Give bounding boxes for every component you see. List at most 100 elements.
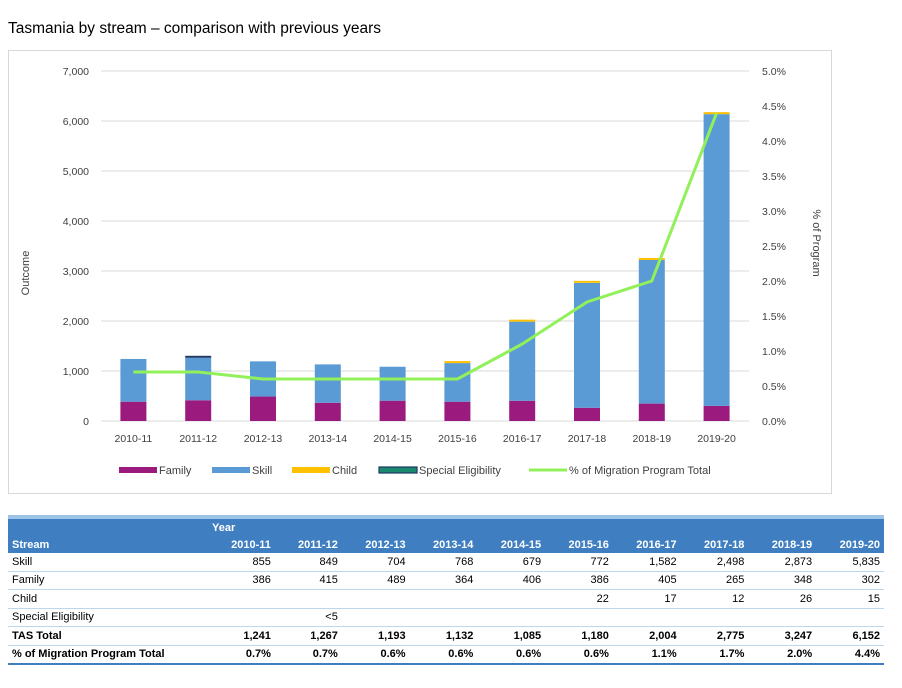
y-tick-label: 7,000 [63,66,89,78]
table-cell [341,608,410,627]
legend-label: % of Migration Program Total [569,465,711,477]
table-cell: 12 [680,589,749,609]
bar-segment [638,403,665,421]
bar-segment [120,401,147,421]
table-row: TAS Total 1,241 1,267 1,193 1,132 1,085 1,180 2… [8,626,884,646]
data-table-container: Year Stream 2010-11 2011-12 2012-13 2013-14… [8,515,884,665]
header-year-cell: 2012-13 [365,538,406,551]
bar-segment [314,402,341,421]
table-cell [477,589,546,609]
table-cell: 0.6% [409,645,478,665]
y-right-tick-label: 2.0% [762,276,786,288]
table-cell [208,589,275,609]
y-tick-label: 4,000 [63,216,89,228]
table-cell: 2.0% [748,645,817,665]
y-right-tick-label: 3.5% [762,171,786,183]
bar-segment [444,401,471,421]
percent-line-path [133,112,718,381]
y-tick-label: 2,000 [63,316,89,328]
table-cell: 849 [274,553,342,572]
table-row: % of Migration Program Total 0.7% 0.7% 0.6%… [8,645,884,665]
header-empty-cell [8,517,208,536]
table-cell: 386 [545,571,613,590]
table-cell: 15 [816,589,884,609]
legend-label: Child [332,465,357,477]
bar-segment [703,114,730,406]
table-cell: <5 [274,608,342,627]
table-cell: 302 [816,571,884,590]
header-year-label: Year [212,521,236,534]
table-cell [816,608,884,627]
table-cell [409,608,478,627]
x-tick-label: 2011-12 [179,433,217,445]
header-year-cell: 2011-12 [298,538,338,551]
y-tick-label: 6,000 [63,116,89,128]
table-cell: 679 [477,553,546,572]
table-row: Family 386 415 489 364 406 386 405 265 348 302 [8,571,884,590]
percent-line [133,112,718,381]
table-cell: 0.7% [274,645,342,665]
table-cell: 3,247 [748,626,817,646]
x-tick-label: 2010-11 [115,433,153,445]
legend: Family Skill Child Special Eligibility % of … [119,465,711,477]
table-cell: 5,835 [816,553,884,572]
y-right-tick-label: 3.0% [762,206,786,218]
legend-item: Child [292,465,357,477]
header-year-cell: 2014-15 [500,538,542,551]
row-label: % of Migration Program Total [8,645,208,665]
y-right-tick-label: 5.0% [762,66,786,78]
table-cell: 1.1% [612,645,681,665]
table-cell: 4.4% [816,645,884,665]
header-year-cell: 2013-14 [432,538,474,551]
table-cell: 489 [341,571,410,590]
table-cell [748,608,817,627]
bar-segment [509,321,536,401]
bars [120,112,730,421]
legend-label: Skill [252,465,272,477]
table-cell: 1,193 [341,626,410,646]
legend-swatch [119,467,157,473]
header-year-cell: 2016-17 [636,538,677,551]
legend-item: Family [119,465,192,477]
table-cell: 405 [612,571,681,590]
table-cell: 0.7% [208,645,275,665]
table-cell: 1,582 [612,553,681,572]
y-tick-label: 1,000 [63,366,89,378]
table-cell: 704 [341,553,410,572]
header-row-years: Stream 2010-11 2011-12 2012-13 2013-14 2014-… [8,536,884,553]
bar-segment [574,280,600,283]
bar-segment [185,400,212,421]
header-year-cell: 2018-19 [771,538,813,551]
table-cell [274,589,342,609]
row-label: Family [8,571,208,590]
y-right-tick-label: 2.5% [762,241,786,253]
table-cell [680,608,749,627]
x-tick-label: 2017-18 [568,433,607,445]
row-label: TAS Total [8,626,208,646]
bar-segment [379,400,406,421]
y-right-tick-label: 0.0% [762,416,786,428]
x-tick-label: 2015-16 [438,433,477,445]
table-cell: 2,498 [680,553,749,572]
header-year-cell: 2010-11 [231,538,271,551]
legend-swatch [212,467,250,473]
header-year-cell: 2017-18 [704,538,745,551]
y-right-tick-label: 0.5% [762,381,786,393]
bar-segment [120,358,147,402]
legend-item: % of Migration Program Total [529,465,711,477]
legend-label: Special Eligibility [419,465,501,477]
x-tick-label: 2016-17 [503,433,542,445]
x-tick-label: 2012-13 [244,433,283,445]
right-axis-label: % of Program [810,209,822,276]
bar-segment [444,363,471,402]
y-right-tick-label: 1.5% [762,311,786,323]
table-header: Year Stream 2010-11 2011-12 2012-13 2013-14… [8,517,884,553]
table-cell: 2,004 [612,626,681,646]
table-cell: 772 [545,553,613,572]
bar-segment [509,400,536,421]
table-cell: 348 [748,571,817,590]
legend-item: Skill [212,465,272,477]
table-cell: 1,241 [208,626,275,646]
table-cell: 364 [409,571,478,590]
table-cell: 768 [409,553,478,572]
